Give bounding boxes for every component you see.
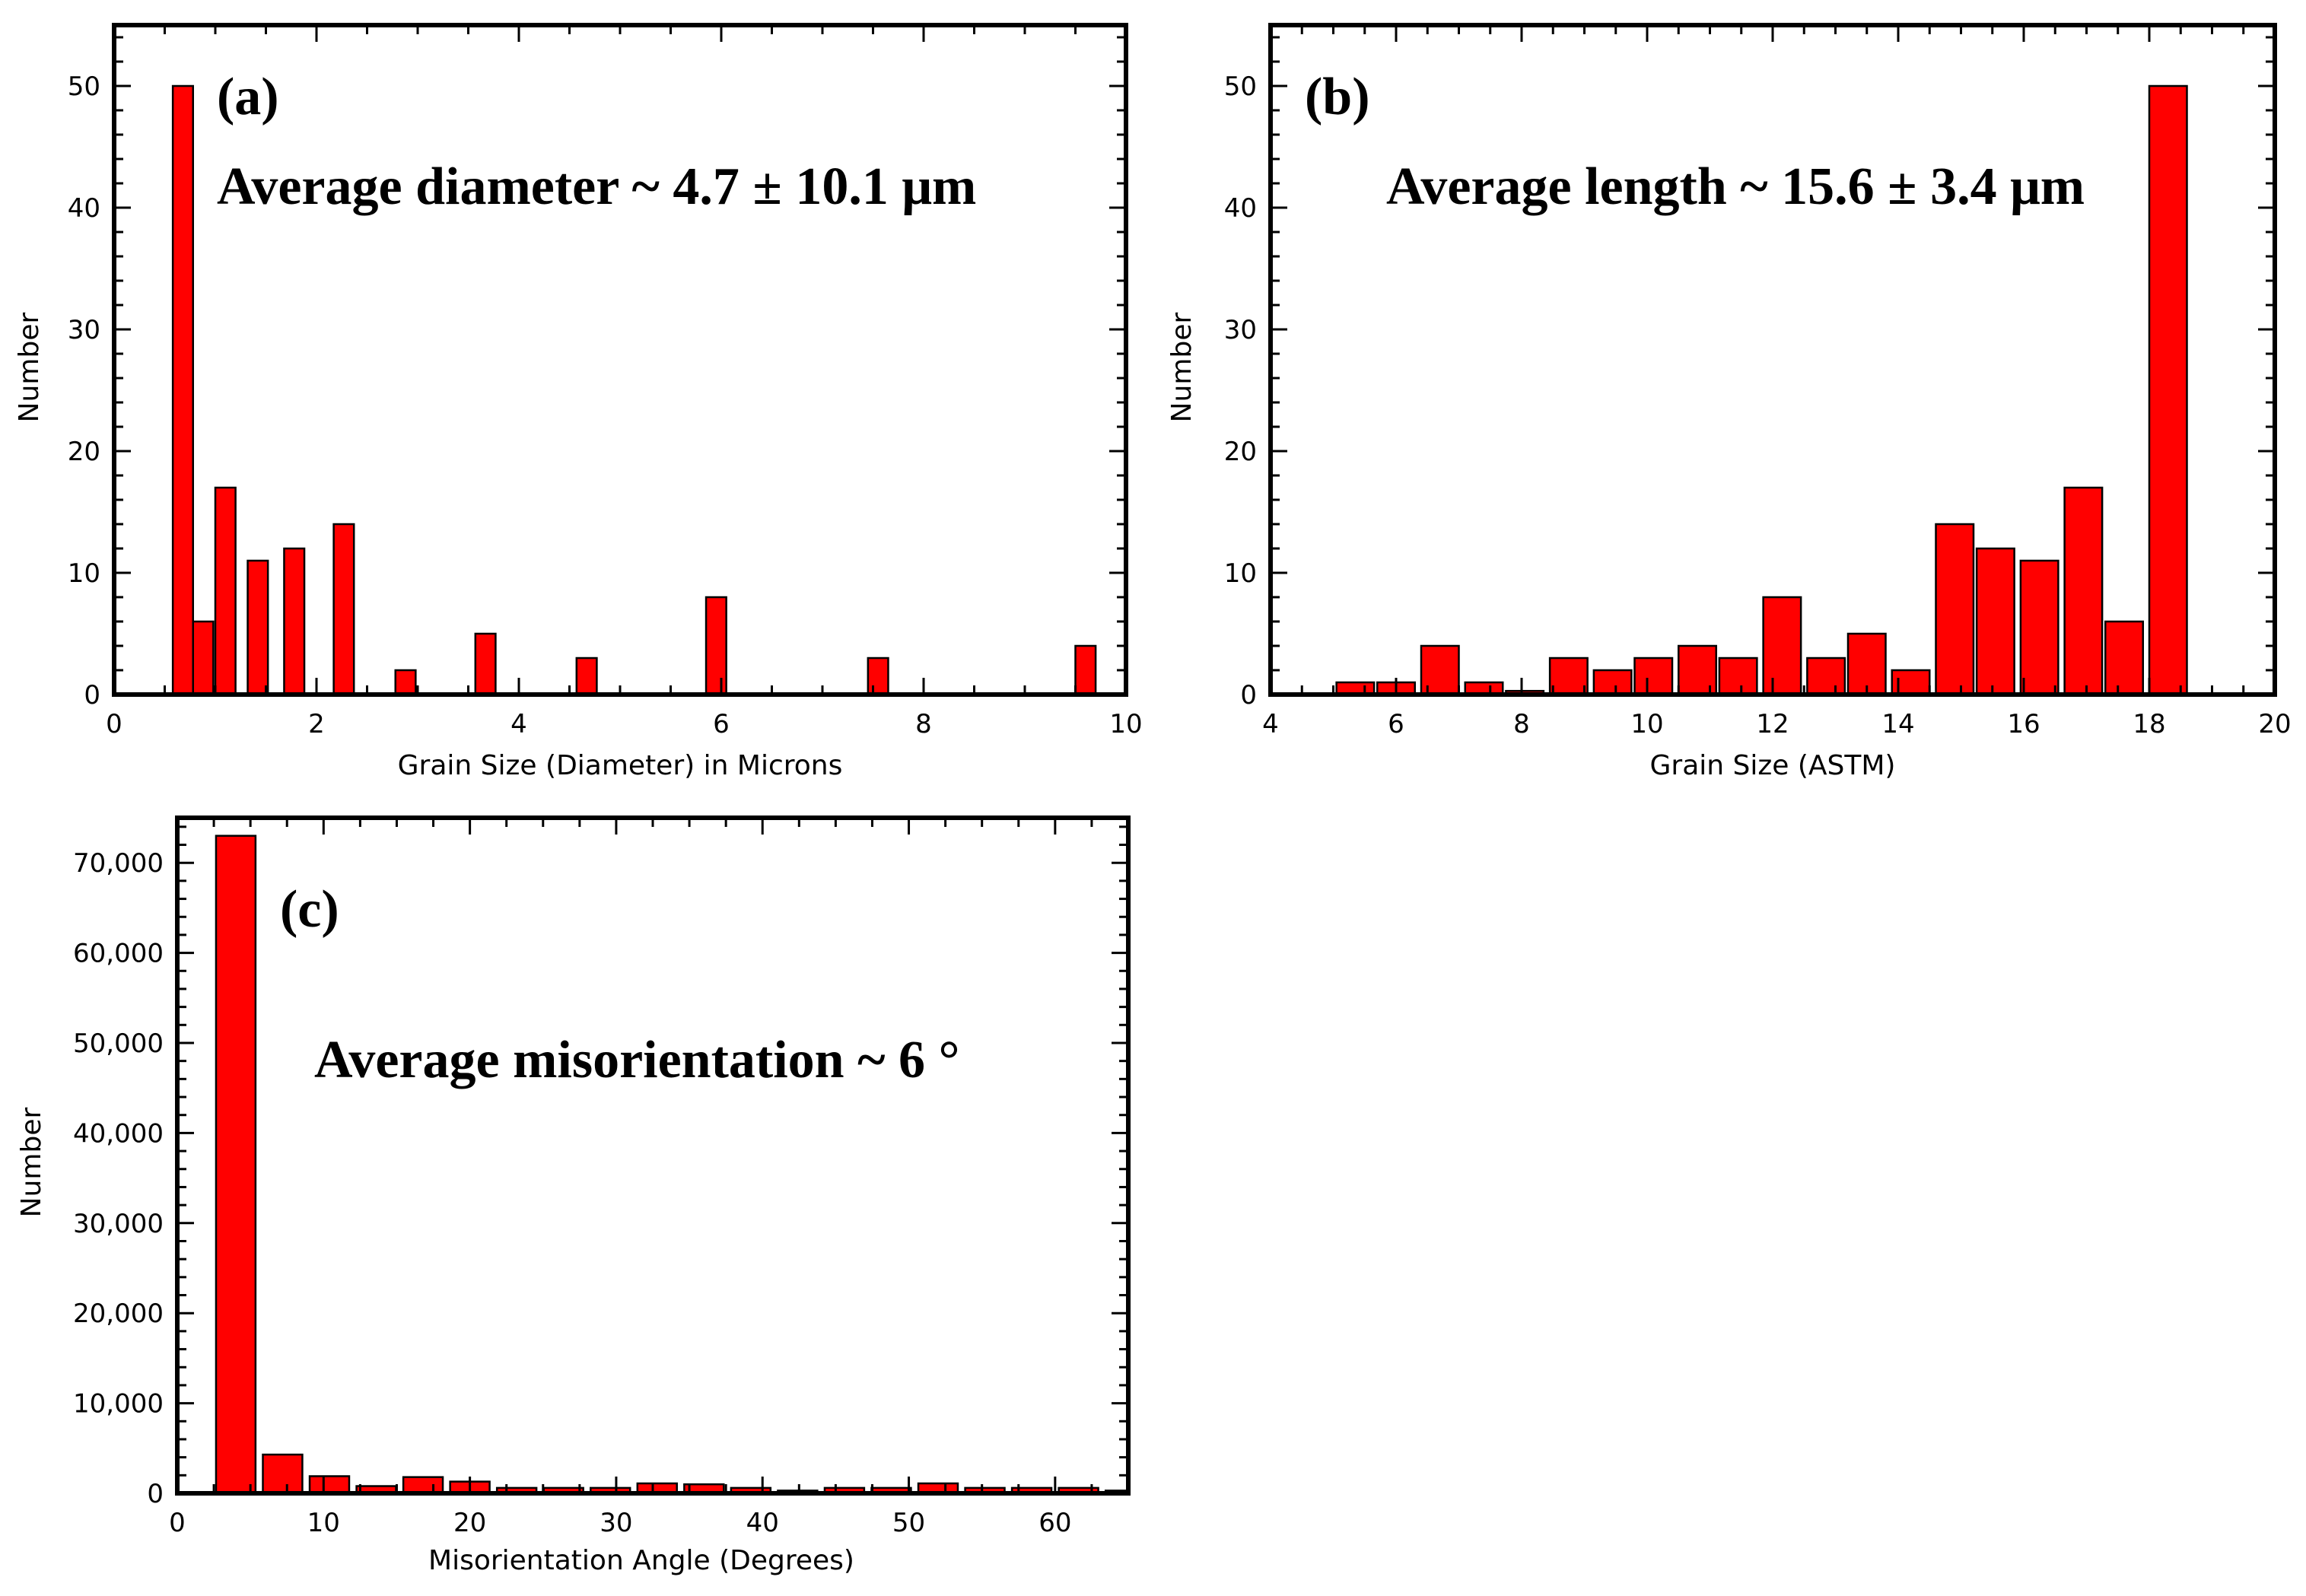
x-tick-label-c: 0: [169, 1508, 186, 1538]
annotation-c: Average misorientation ~ 6 °: [314, 1031, 959, 1089]
x-tick-label-c: 50: [892, 1508, 925, 1538]
x-tick-label-c: 10: [307, 1508, 340, 1538]
y-tick-label-a: 30: [68, 315, 100, 345]
x-tick-label-b: 20: [2258, 709, 2291, 739]
x-axis-label-a: Grain Size (Diameter) in Microns: [398, 750, 843, 781]
x-tick-label-b: 14: [1881, 709, 1914, 739]
bar-a-1: [192, 620, 215, 696]
x-tick-label-c: 40: [746, 1508, 779, 1538]
bar-b-19: [2148, 84, 2188, 696]
y-tick-label-c: 50,000: [73, 1028, 164, 1059]
y-axis-label-a: Number: [14, 312, 45, 422]
y-tick-label-b: 10: [1224, 558, 1257, 589]
panel-label-c: (c): [280, 880, 339, 939]
y-tick-label-a: 50: [68, 72, 100, 102]
bar-c-4: [402, 1476, 444, 1495]
y-tick-label-a: 20: [68, 437, 100, 467]
bar-a-2: [214, 486, 237, 696]
x-axis-label-b: Grain Size (ASTM): [1650, 750, 1896, 781]
y-tick-label-c: 30,000: [73, 1209, 164, 1239]
bar-b-16: [2019, 559, 2059, 696]
y-axis-label-b: Number: [1166, 312, 1198, 422]
bar-a-7: [474, 632, 497, 696]
chart-panel-a: 0 2 4 6 8 10 0 10 20 30 40 50 (a) Average diameter …: [14, 23, 1143, 781]
bar-a-0: [171, 84, 194, 696]
bar-b-17: [2063, 486, 2104, 696]
y-tick-label-c: 10,000: [73, 1389, 164, 1420]
bar-a-5: [332, 523, 355, 696]
y-tick-label-a: 10: [68, 558, 100, 589]
bar-c-2: [308, 1475, 351, 1495]
bar-a-4: [283, 547, 306, 696]
bar-b-18: [2104, 620, 2144, 696]
x-tick-label-c: 20: [453, 1508, 486, 1538]
x-tick-label-a: 2: [308, 709, 325, 739]
bar-group-c: [215, 835, 1130, 1495]
x-axis-label-c: Misorientation Angle (Degrees): [428, 1545, 854, 1576]
y-tick-label-a: 40: [68, 193, 100, 224]
y-tick-label-c: 0: [147, 1479, 164, 1509]
bar-b-9: [1718, 657, 1758, 696]
x-tick-label-b: 12: [1756, 709, 1789, 739]
x-tick-label-b: 18: [2133, 709, 2165, 739]
x-tick-label-b: 4: [1262, 709, 1279, 739]
bar-a-11: [1074, 644, 1097, 696]
bar-b-5: [1548, 657, 1589, 696]
annotation-b: Average length ~ 15.6 ± 3.4 μm: [1386, 157, 2085, 216]
annotation-a: Average diameter ~ 4.7 ± 10.1 μm: [217, 157, 976, 216]
bar-b-7: [1633, 657, 1674, 696]
bar-b-11: [1806, 657, 1846, 696]
y-tick-label-b: 20: [1224, 437, 1257, 467]
y-tick-label-b: 0: [1240, 680, 1257, 711]
bar-c-1: [262, 1453, 304, 1495]
y-tick-label-a: 0: [84, 680, 100, 711]
bar-a-9: [705, 596, 727, 696]
bar-b-10: [1762, 596, 1802, 696]
chart-panel-c: 0 10 20 30 40 50 60 0 10,000 20,000 30,000 40,000 50…: [16, 815, 1131, 1576]
bar-a-8: [575, 657, 598, 696]
tick-group-c: 0 10 20 30 40 50 60 0 10,000 20,000 30,000 40,000 50…: [73, 818, 1130, 1538]
bar-group-b: [1335, 84, 2188, 696]
bar-b-14: [1935, 523, 1975, 696]
x-tick-label-b: 8: [1513, 709, 1530, 739]
x-tick-label-b: 10: [1630, 709, 1663, 739]
x-tick-label-a: 0: [106, 709, 122, 739]
bar-a-3: [247, 559, 269, 696]
y-tick-label-c: 60,000: [73, 939, 164, 969]
bar-group-a: [171, 84, 1097, 696]
y-tick-label-b: 50: [1224, 72, 1257, 102]
y-tick-label-b: 30: [1224, 315, 1257, 345]
x-tick-label-c: 30: [600, 1508, 632, 1538]
y-axis-label-c: Number: [16, 1107, 47, 1217]
bar-b-15: [1975, 547, 2015, 696]
x-tick-label-b: 6: [1388, 709, 1404, 739]
bar-c-0: [215, 835, 257, 1495]
bar-b-6: [1592, 669, 1633, 696]
x-tick-label-b: 16: [2007, 709, 2040, 739]
x-tick-label-a: 8: [915, 709, 932, 739]
x-tick-label-a: 10: [1109, 709, 1142, 739]
chart-panel-b: 4 6 8 10 12 14 16 18 20 0 10 20 30 40 50 (b) Average l…: [1166, 23, 2292, 781]
y-tick-label-c: 70,000: [73, 848, 164, 879]
bar-a-6: [394, 669, 417, 696]
panel-label-b: (b): [1305, 68, 1370, 126]
y-tick-label-c: 20,000: [73, 1299, 164, 1329]
y-tick-label-c: 40,000: [73, 1118, 164, 1149]
x-tick-label-c: 60: [1038, 1508, 1071, 1538]
x-tick-label-a: 6: [713, 709, 730, 739]
tick-group-b: 4 6 8 10 12 14 16 18 20 0 10 20 30 40 50: [1224, 25, 2292, 739]
x-tick-label-a: 4: [511, 709, 527, 739]
panel-label-a: (a): [217, 68, 279, 126]
tick-group-a: 0 2 4 6 8 10 0 10 20 30 40 50: [68, 25, 1143, 739]
bar-a-10: [867, 657, 889, 696]
y-tick-label-b: 40: [1224, 193, 1257, 224]
